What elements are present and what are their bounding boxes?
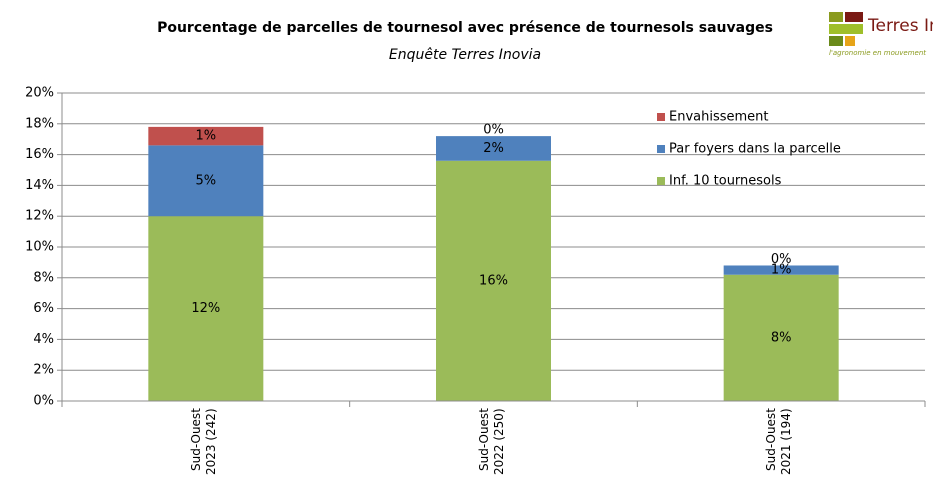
logo-tagline: l'agronomie en mouvement: [829, 49, 926, 57]
value-label: 1%: [771, 263, 792, 278]
value-label: 8%: [771, 330, 792, 345]
y-tick-label: 18%: [25, 116, 54, 131]
y-tick-label: 2%: [33, 363, 54, 378]
logo-block: [829, 12, 843, 22]
logo-block: [845, 36, 855, 46]
bar-segment: [148, 145, 264, 217]
value-label: 16%: [479, 273, 508, 288]
bar-segment: [723, 274, 839, 401]
value-label: 5%: [196, 173, 217, 188]
bar-segment: [148, 216, 264, 401]
x-tick-label: Sud-Ouest 2023 (242): [188, 408, 218, 475]
legend-label: Inf. 10 tournesols: [669, 174, 782, 189]
logo: Terres Inovia l'agronomie en mouvement: [829, 12, 933, 57]
legend-label: Par foyers dans la parcelle: [669, 142, 841, 157]
bar-segment: [723, 265, 839, 275]
legend-swatch: [657, 113, 665, 121]
y-tick-label: 4%: [33, 332, 54, 347]
legend-label: Envahissement: [669, 110, 769, 125]
y-tick-label: 14%: [25, 178, 54, 193]
x-tick-label: Sud-Ouest 2022 (250): [476, 408, 506, 475]
value-label: 0%: [483, 123, 504, 138]
value-label: 0%: [771, 252, 792, 267]
y-tick-label: 20%: [25, 86, 54, 101]
value-label: 1%: [196, 129, 217, 144]
y-tick-label: 16%: [25, 147, 54, 162]
legend-swatch: [657, 145, 665, 153]
bar-segment: [148, 126, 264, 146]
logo-name: Terres Inovia: [867, 16, 933, 36]
x-tick-label: Sud-Ouest 2021 (194): [764, 408, 794, 475]
legend-swatch: [657, 177, 665, 185]
y-tick-label: 12%: [25, 209, 54, 224]
y-tick-label: 6%: [33, 301, 54, 316]
y-tick-label: 10%: [25, 240, 54, 255]
y-tick-label: 8%: [33, 270, 54, 285]
logo-block: [829, 24, 863, 34]
value-label: 12%: [191, 301, 220, 316]
value-label: 2%: [483, 141, 504, 156]
y-tick-label: 0%: [33, 394, 54, 409]
bar-segment: [436, 136, 551, 161]
chart-title: Pourcentage de parcelles de tournesol av…: [157, 20, 773, 36]
logo-block: [829, 36, 843, 46]
bar-segment: [436, 160, 551, 401]
chart-subtitle: Enquête Terres Inovia: [389, 47, 541, 63]
logo-block: [845, 12, 863, 22]
